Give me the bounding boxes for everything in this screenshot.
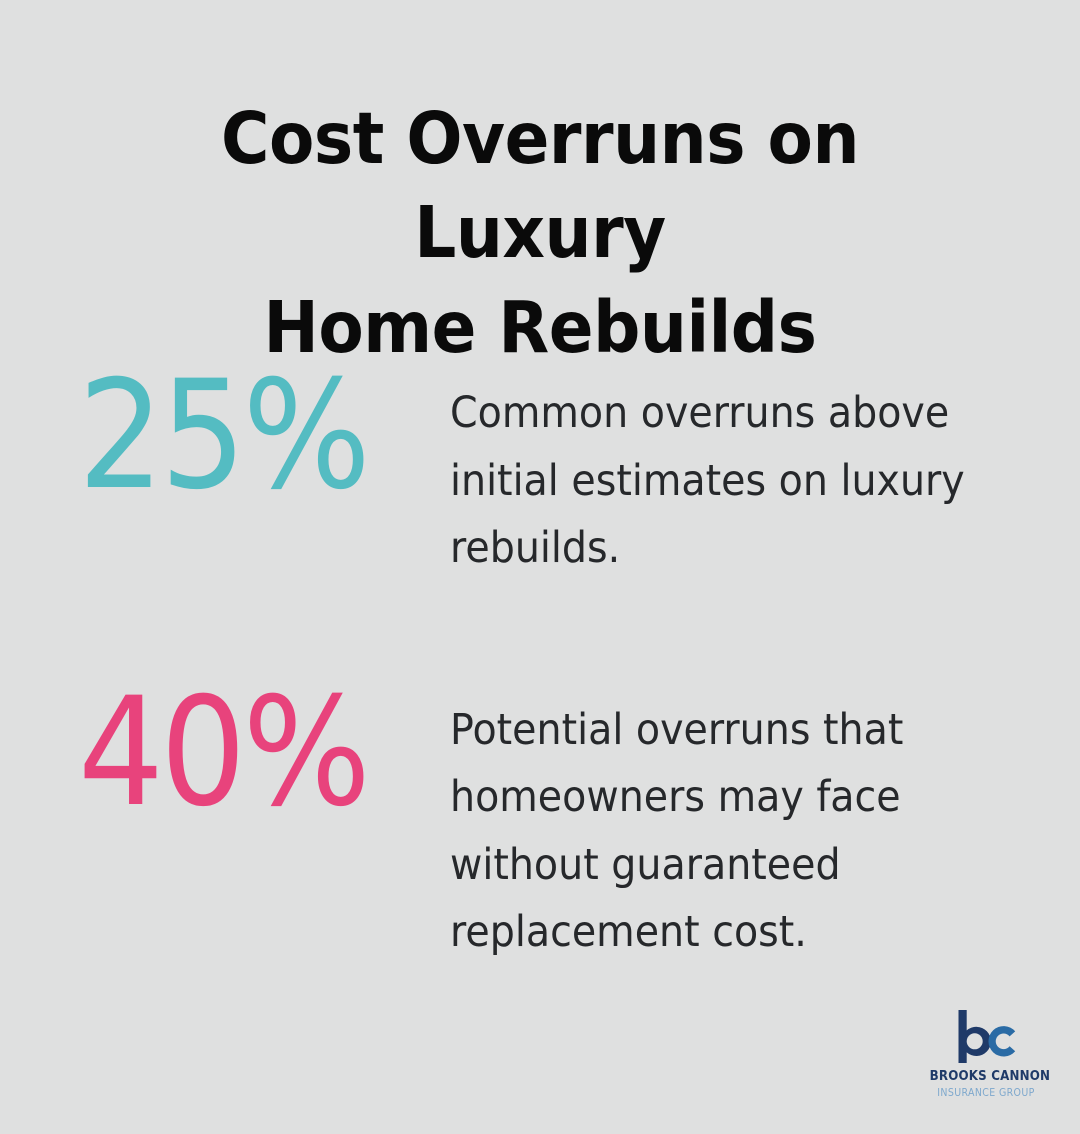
bc-monogram-icon — [958, 1010, 1016, 1063]
stat-description-2: Potential overruns that homeowners may f… — [450, 704, 904, 958]
stat-description-1: Common overruns above initial estimates … — [450, 388, 965, 573]
brand-logo: BROOKS CANNON INSURANCE GROUP — [922, 1008, 1050, 1099]
stat-item-1: 25% Common overruns above initial estima… — [78, 349, 1018, 583]
page-title: Cost Overruns on Luxury Home Rebuilds — [60, 92, 1020, 375]
stat-item-2: 40% Potential overruns that homeowners m… — [78, 665, 1018, 967]
brand-tagline: INSURANCE GROUP — [937, 1087, 1035, 1099]
stat-value-40-percent: 40% — [78, 665, 371, 840]
stat-value-25-percent: 25% — [78, 349, 371, 523]
page-title-text: Cost Overruns on Luxury Home Rebuilds — [220, 97, 860, 369]
brand-name: BROOKS CANNON — [929, 1068, 1051, 1084]
stats-list: 25% Common overruns above initial estima… — [78, 349, 1018, 967]
